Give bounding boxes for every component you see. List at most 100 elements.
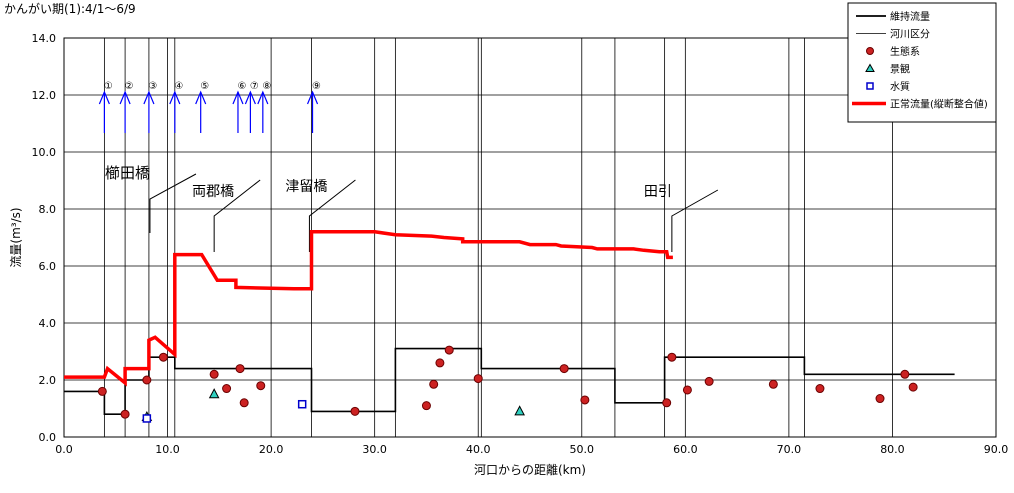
x-axis-label: 河口からの距離(km) [474, 463, 586, 477]
x-tick-label: 40.0 [466, 443, 491, 456]
x-tick-label: 20.0 [259, 443, 284, 456]
y-axis-label: 流量(m³/s) [9, 207, 23, 267]
ecosystem-marker [429, 379, 439, 389]
ecosystem-marker [704, 376, 714, 386]
landscape-marker [514, 405, 525, 416]
ecosystem-marker [158, 352, 168, 362]
annotation: 両郡橋 [192, 179, 261, 252]
reference-point-arrow: ④ [169, 81, 183, 133]
annotation-leader [671, 189, 719, 252]
reference-point-arrow: ⑥ [232, 81, 246, 133]
legend-item: 正常流量(縦断整合値) [852, 98, 988, 111]
reference-point-label: ⑥ [237, 81, 246, 92]
annotation: 津留橋 [285, 179, 356, 252]
x-tick-label: 70.0 [777, 443, 802, 456]
legend-swatch [866, 82, 874, 90]
reference-point-arrow: ⑨ [306, 81, 321, 133]
y-tick-label: 14.0 [32, 32, 57, 45]
legend-item: 維持流量 [856, 10, 930, 23]
y-tick-label: 6.0 [39, 260, 57, 273]
ecosystem-marker [235, 364, 245, 374]
ecosystem-marker [908, 382, 918, 392]
plot-area [63, 37, 997, 438]
arrow-head [257, 90, 269, 105]
y-tick-label: 8.0 [39, 203, 57, 216]
arrow-head [195, 90, 207, 105]
reference-point-arrow: ① [98, 81, 113, 133]
y-tick-label: 0.0 [39, 431, 57, 444]
ecosystem-marker [444, 345, 454, 355]
landscape-marker [208, 388, 220, 399]
reference-point-arrow: ② [119, 81, 134, 133]
x-tick-label: 0.0 [55, 443, 73, 456]
legend-label: 景観 [890, 63, 910, 76]
annotation: 櫛田橋 [105, 164, 197, 233]
legend-item: 水質 [866, 80, 910, 93]
ecosystem-marker [667, 352, 677, 362]
reference-point-arrow: ⑦ [244, 81, 259, 133]
ecosystem-marker [97, 386, 107, 396]
annotation-label: 両郡橋 [192, 184, 234, 200]
annotation-leader [213, 179, 261, 252]
legend-label: 河川区分 [890, 29, 930, 41]
reference-point-label: ⑦ [250, 81, 259, 92]
annotation-label: 櫛田橋 [105, 164, 150, 182]
reference-point-label: ⑤ [200, 81, 209, 92]
legend-swatch [866, 47, 874, 55]
x-tick-label: 60.0 [673, 443, 698, 456]
x-tick-label: 30.0 [362, 443, 387, 456]
annotation-leader [308, 179, 356, 252]
annotation: 田引 [644, 184, 719, 252]
legend-label: 水質 [890, 80, 910, 93]
ecosystem-marker [768, 379, 778, 389]
legend-label: 生態系 [890, 45, 920, 58]
legend-item: 景観 [865, 63, 910, 76]
legend-item: 生態系 [866, 45, 920, 58]
arrow-head [244, 90, 256, 105]
legend-item: 河川区分 [856, 29, 930, 41]
arrow-head [169, 90, 181, 105]
legend-swatch [865, 63, 875, 72]
ecosystem-marker [239, 398, 249, 408]
y-tick-label: 2.0 [39, 374, 57, 387]
y-tick-label: 10.0 [32, 146, 57, 159]
reference-point-label: ② [125, 81, 134, 92]
reference-point-arrow: ⑧ [257, 81, 271, 133]
normal-flow-line [64, 230, 673, 387]
ecosystem-marker [682, 385, 692, 395]
arrow-head [143, 90, 155, 105]
arrow-head [232, 90, 244, 105]
water-quality-marker [297, 399, 307, 409]
annotation-label: 田引 [644, 184, 672, 200]
reference-point-arrow: ⑤ [195, 81, 209, 133]
ecosystem-marker [421, 401, 431, 411]
arrow-head [98, 90, 110, 105]
arrow-head [306, 90, 319, 105]
reference-point-label: ④ [174, 81, 183, 92]
reference-point-label: ③ [148, 81, 157, 92]
arrow-head [119, 90, 131, 105]
annotation-label: 津留橋 [285, 179, 327, 195]
ecosystem-marker [435, 358, 445, 368]
ecosystem-marker [662, 398, 672, 408]
x-tick-label: 50.0 [570, 443, 595, 456]
ecosystem-marker [815, 384, 825, 394]
reference-point-label: ⑧ [262, 81, 271, 92]
ecosystem-marker [875, 394, 885, 404]
annotation-leader [149, 173, 197, 233]
reference-point-arrow: ③ [143, 81, 157, 133]
ecosystem-marker [142, 375, 152, 385]
legend-label: 維持流量 [890, 10, 930, 23]
ecosystem-marker [473, 374, 483, 384]
water-quality-marker [142, 414, 152, 423]
ecosystem-marker [580, 395, 590, 405]
y-tick-label: 12.0 [32, 89, 57, 102]
ecosystem-marker [120, 409, 130, 419]
ecosystem-marker [256, 381, 266, 391]
ecosystem-marker [209, 369, 219, 379]
ecosystem-marker [900, 369, 910, 379]
y-tick-label: 4.0 [39, 317, 57, 330]
legend-label: 正常流量(縦断整合値) [890, 98, 988, 111]
